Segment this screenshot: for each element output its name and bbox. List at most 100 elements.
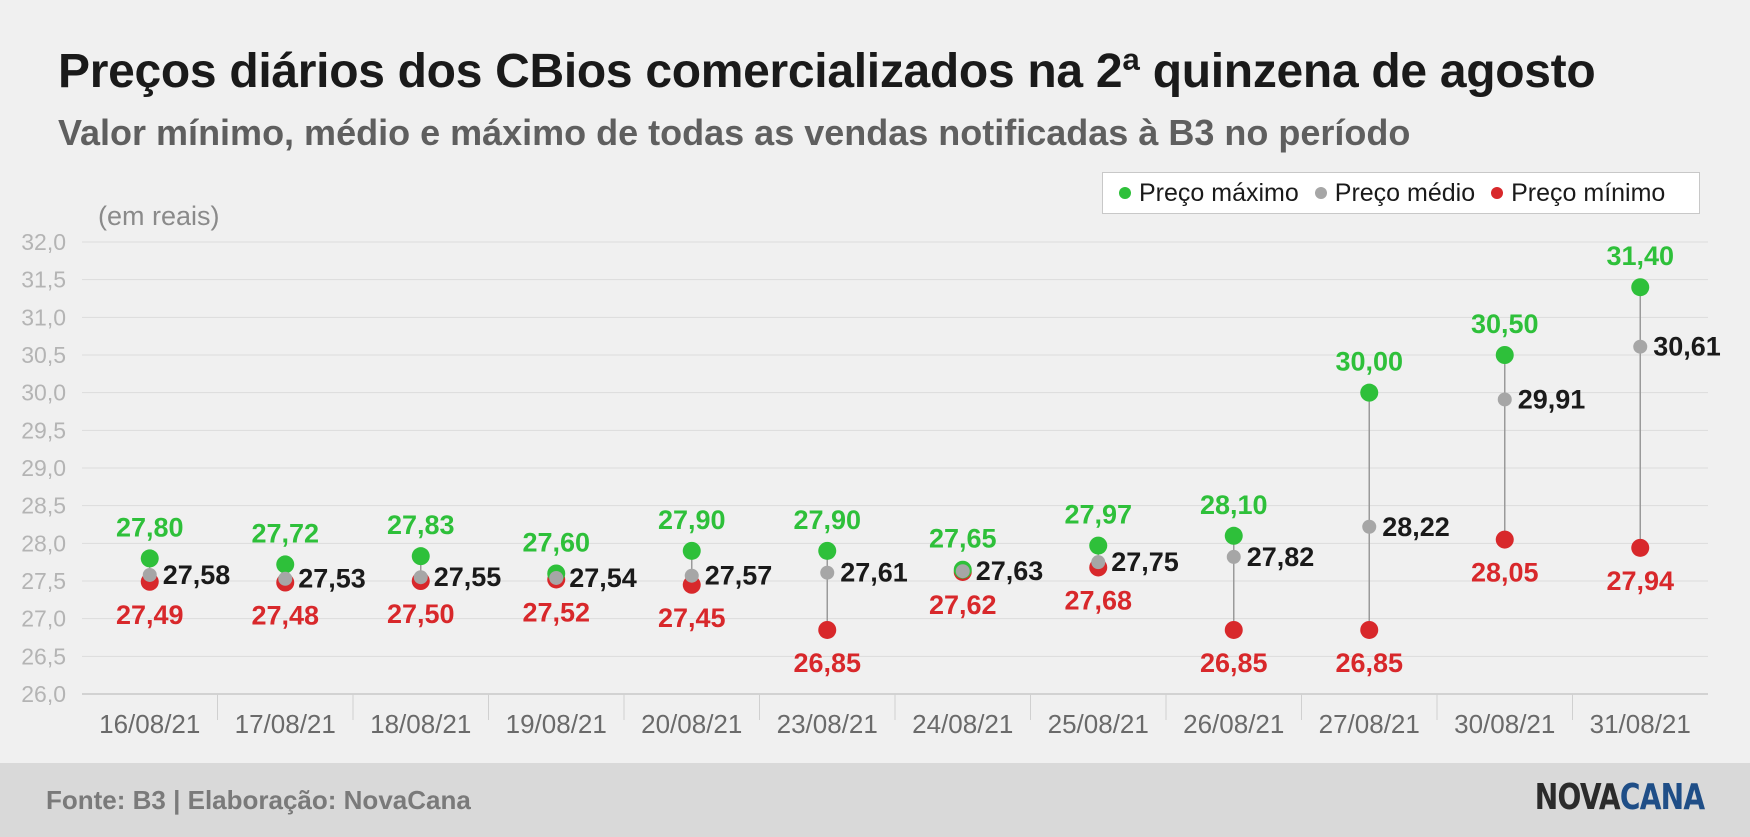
avg-point <box>955 564 970 579</box>
avg-data-label: 27,75 <box>1111 547 1179 577</box>
max-data-label: 28,10 <box>1200 490 1268 520</box>
min-data-label: 26,85 <box>1335 648 1403 678</box>
y-tick-label: 26,5 <box>21 643 66 669</box>
y-tick-label: 31,0 <box>21 304 66 330</box>
avg-point <box>684 568 699 583</box>
avg-point <box>549 570 564 585</box>
max-point <box>818 541 837 560</box>
min-data-label: 26,85 <box>1200 648 1268 678</box>
y-tick-label: 29,0 <box>21 455 66 481</box>
x-tick-label: 24/08/21 <box>912 709 1013 739</box>
legend-label-max: Preço máximo <box>1139 178 1299 207</box>
x-tick-label: 16/08/21 <box>99 709 200 739</box>
min-point <box>1224 620 1243 639</box>
avg-data-label: 28,22 <box>1382 512 1450 542</box>
chart-legend: Preço máximo Preço médio Preço mínimo <box>1102 172 1700 214</box>
y-tick-label: 30,5 <box>21 342 66 368</box>
x-tick-label: 20/08/21 <box>641 709 742 739</box>
x-tick-label: 17/08/21 <box>235 709 336 739</box>
legend-item-avg: Preço médio <box>1314 178 1476 208</box>
min-data-label: 27,45 <box>658 603 726 633</box>
y-tick-label: 31,5 <box>21 267 66 293</box>
max-data-label: 27,97 <box>1064 500 1132 530</box>
max-data-label: 31,40 <box>1606 241 1674 271</box>
min-data-label: 27,94 <box>1606 566 1674 596</box>
avg-data-label: 27,53 <box>298 564 366 594</box>
y-tick-label: 30,0 <box>21 380 66 406</box>
max-point <box>140 549 159 568</box>
logo-part-cana: CANA <box>1619 777 1705 818</box>
legend-dot-min <box>1491 187 1504 199</box>
max-point <box>1360 383 1379 402</box>
legend-dot-avg <box>1314 187 1327 199</box>
avg-point <box>413 570 428 585</box>
min-data-label: 27,52 <box>522 597 590 627</box>
max-point <box>1224 526 1243 545</box>
logo-part-nova: NOVA <box>1534 777 1620 818</box>
avg-point <box>1633 339 1648 354</box>
legend-dot-max <box>1119 187 1131 199</box>
x-tick-label: 18/08/21 <box>370 709 471 739</box>
x-tick-label: 26/08/21 <box>1183 709 1284 739</box>
y-tick-label: 27,0 <box>21 606 66 632</box>
x-tick-label: 27/08/21 <box>1319 709 1420 739</box>
max-point <box>1631 278 1650 297</box>
min-data-label: 28,05 <box>1471 558 1539 588</box>
avg-data-label: 27,57 <box>705 561 773 591</box>
y-tick-label: 27,5 <box>21 568 66 594</box>
x-tick-label: 25/08/21 <box>1048 709 1149 739</box>
novacana-logo: NOVACANA <box>1534 777 1704 818</box>
x-tick-label: 31/08/21 <box>1590 709 1691 739</box>
max-point <box>1089 536 1108 555</box>
avg-data-label: 27,54 <box>569 563 637 593</box>
max-data-label: 27,60 <box>522 527 590 557</box>
max-data-label: 27,83 <box>387 510 455 540</box>
dot-range-chart: 26,0 26,5 27,0 27,5 28,0 28,5 29,0 29,5 30,0 30,5… <box>21 201 1721 739</box>
max-data-label: 30,00 <box>1335 347 1403 377</box>
max-point <box>276 555 295 574</box>
min-point <box>818 620 837 639</box>
avg-data-label: 27,63 <box>976 556 1044 586</box>
x-tick-label: 30/08/21 <box>1454 709 1555 739</box>
min-data-label: 26,85 <box>793 648 861 678</box>
avg-data-label: 29,91 <box>1518 384 1586 414</box>
legend-label-min: Preço mínimo <box>1511 178 1666 207</box>
chart-title: Preços diários dos CBios comercializados… <box>58 45 1596 98</box>
min-data-label: 27,49 <box>116 600 184 630</box>
avg-data-label: 27,55 <box>434 562 502 592</box>
source-note: Fonte: B3 | Elaboração: NovaCana <box>46 785 471 815</box>
max-data-label: 30,50 <box>1471 309 1539 339</box>
min-data-label: 27,50 <box>387 599 455 629</box>
max-data-label: 27,80 <box>116 512 184 542</box>
avg-point <box>1497 392 1512 407</box>
min-data-label: 27,62 <box>929 590 997 620</box>
min-point <box>1360 620 1379 639</box>
avg-point <box>1226 549 1241 564</box>
chart-subtitle: Valor mínimo, médio e máximo de todas as… <box>58 112 1411 153</box>
min-data-label: 27,48 <box>251 601 319 631</box>
avg-point <box>1091 555 1106 570</box>
x-tick-label: 19/08/21 <box>506 709 607 739</box>
legend-label-avg: Preço médio <box>1334 178 1476 207</box>
max-data-label: 27,72 <box>251 518 319 548</box>
max-point <box>682 541 701 560</box>
avg-data-label: 27,58 <box>163 560 231 590</box>
legend-item-min: Preço mínimo <box>1491 179 1665 208</box>
avg-point <box>142 567 157 582</box>
y-unit-note: (em reais) <box>98 201 220 231</box>
max-data-label: 27,65 <box>929 524 997 554</box>
max-data-label: 27,90 <box>793 505 861 535</box>
max-point <box>411 547 430 566</box>
min-point <box>1631 538 1650 557</box>
legend-item-max: Preço máximo <box>1119 179 1299 208</box>
y-tick-label: 28,0 <box>21 530 66 556</box>
max-point <box>1495 346 1514 364</box>
avg-data-label: 27,82 <box>1247 542 1315 572</box>
avg-point <box>1362 519 1377 534</box>
min-point <box>1495 530 1514 549</box>
avg-data-label: 30,61 <box>1653 332 1721 362</box>
avg-point <box>278 571 293 586</box>
avg-data-label: 27,61 <box>840 558 908 588</box>
x-tick-label: 23/08/21 <box>777 709 878 739</box>
min-data-label: 27,68 <box>1064 585 1132 615</box>
